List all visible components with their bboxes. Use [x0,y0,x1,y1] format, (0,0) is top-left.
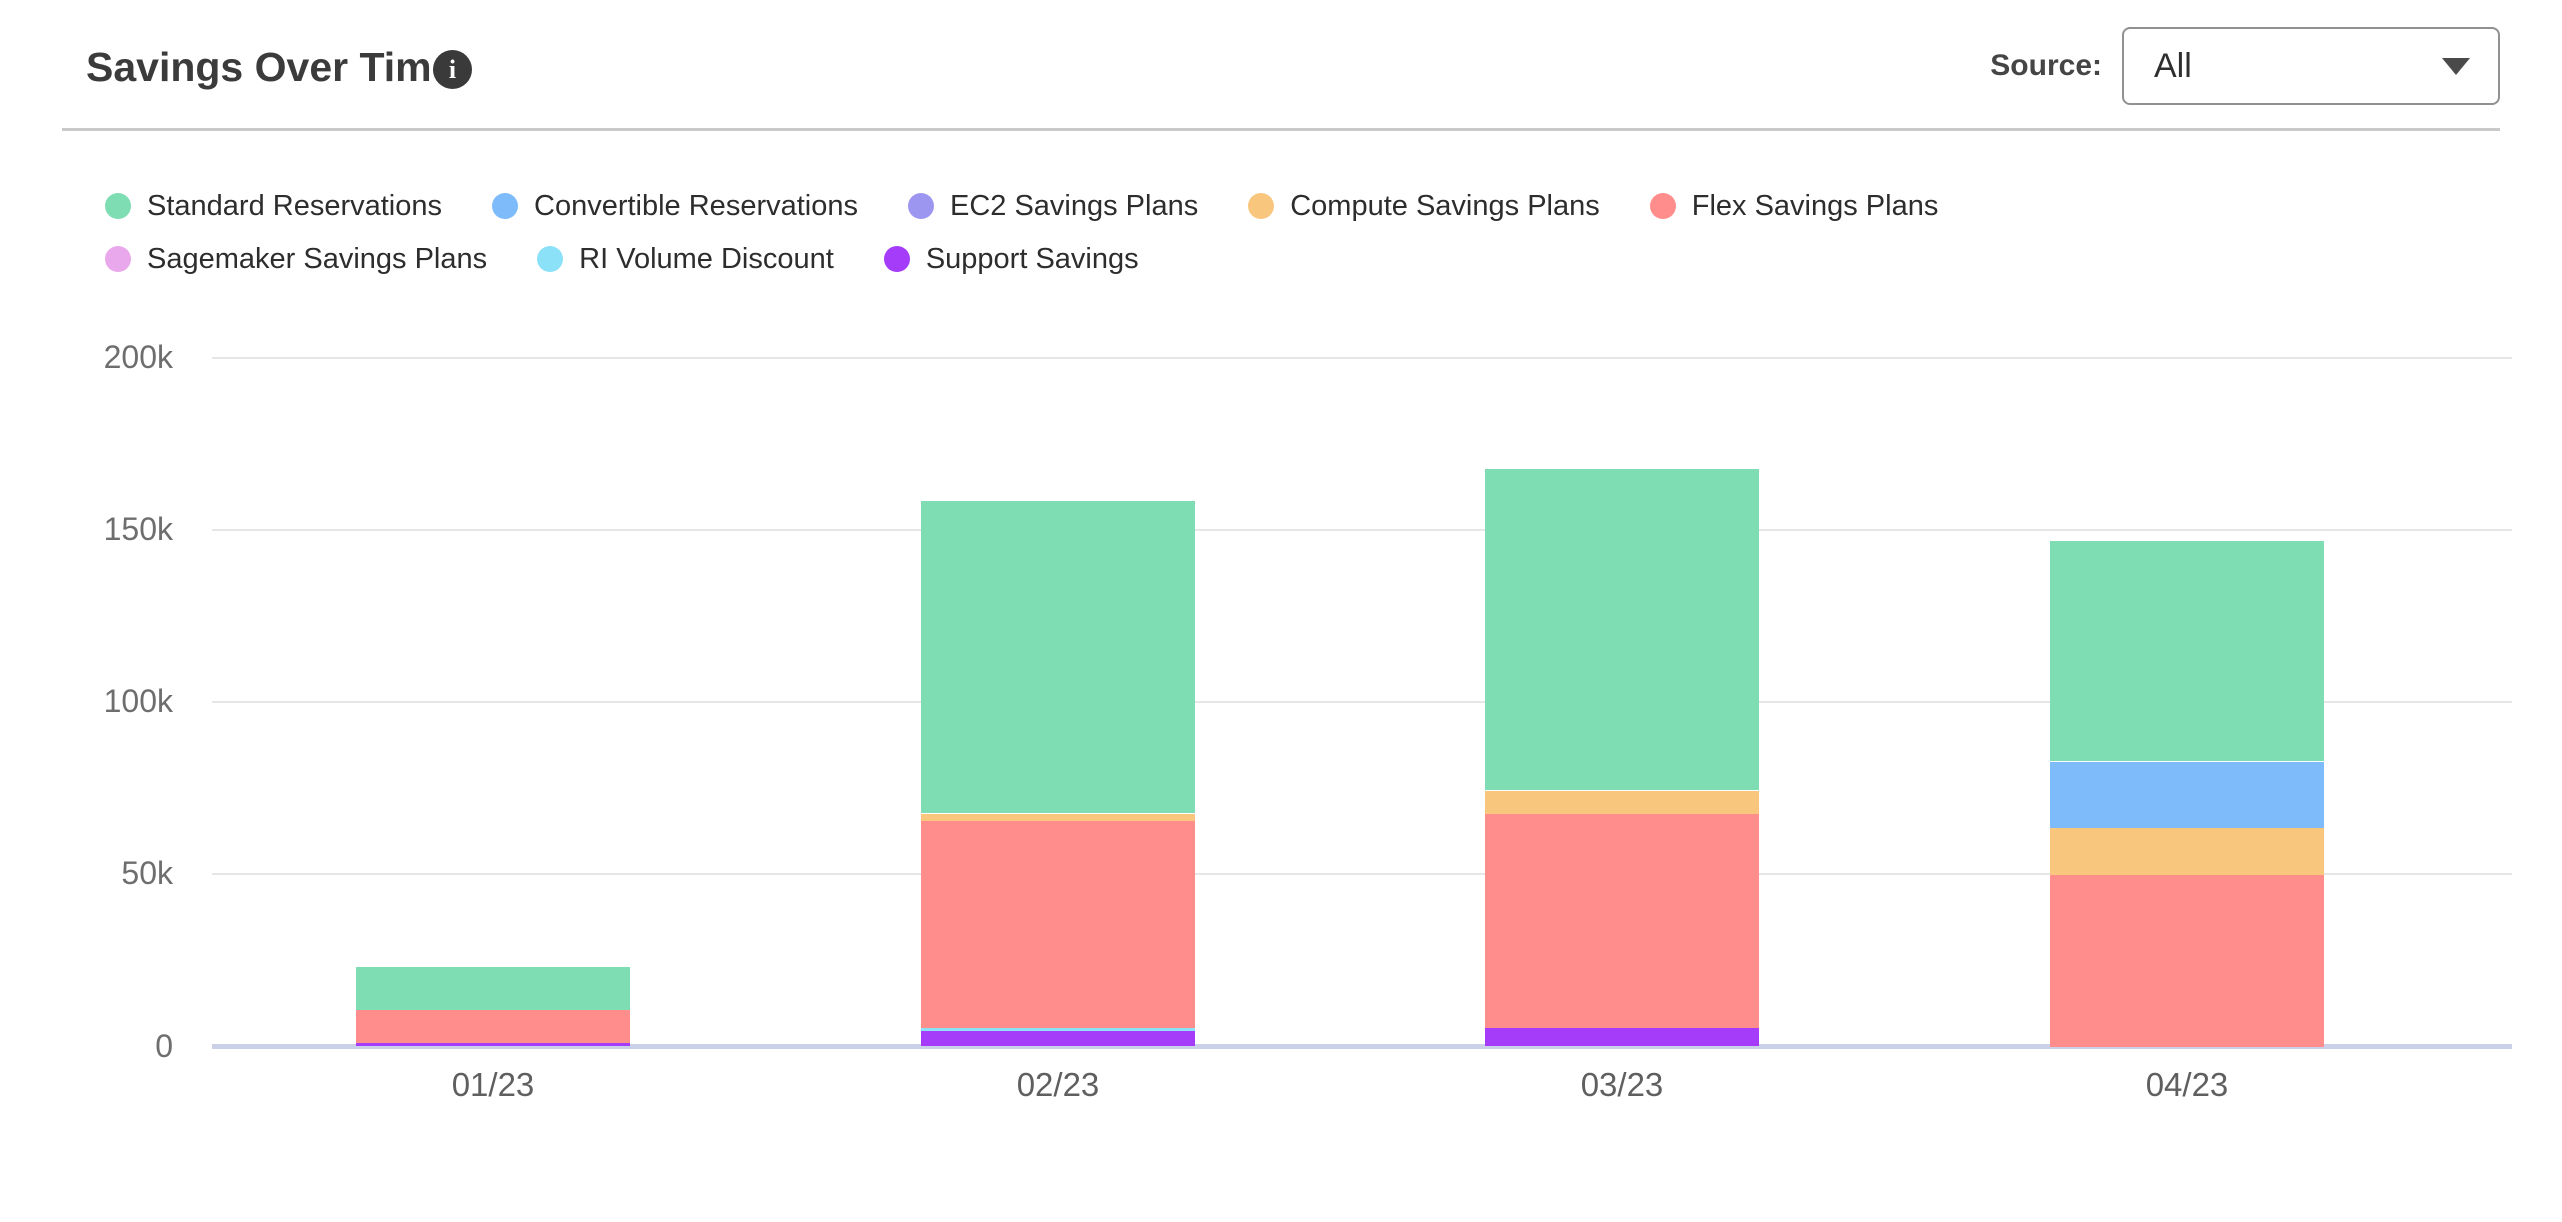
gridline [212,701,2512,703]
legend-item[interactable]: Flex Savings Plans [1649,186,1939,226]
legend-item[interactable]: Sagemaker Savings Plans [105,239,487,279]
legend-item[interactable]: Standard Reservations [105,186,442,226]
y-axis-tick-label: 200k [103,338,173,375]
legend-label: Standard Reservations [147,189,442,222]
gridline [212,528,2512,531]
legend-label: Sagemaker Savings Plans [147,242,488,275]
y-axis-tick-label: 50k [121,855,173,892]
legend-item[interactable]: Compute Savings Plans [1248,186,1600,226]
bar-segment[interactable] [921,813,1195,821]
legend-dot-icon [1649,193,1676,219]
bar-segment[interactable] [921,1027,1195,1031]
legend-label: Support Savings [925,242,1139,275]
bar-segment[interactable] [921,820,1195,1028]
legend-item[interactable]: EC2 Savings Plans [907,186,1199,226]
bar-segment[interactable] [1485,790,1759,814]
x-axis-tick-label: 02/23 [1016,1066,1100,1103]
bar-segment[interactable] [356,1009,630,1044]
source-dropdown-value: All [2154,46,2192,85]
legend-dot-icon [537,246,564,272]
bar-segment[interactable] [1485,469,1759,791]
legend-item[interactable]: RI Volume Discount [537,239,834,279]
legend-dot-icon [105,246,131,272]
legend-dot-icon [492,193,518,219]
bar-segment[interactable] [356,1043,630,1047]
legend-label: EC2 Savings Plans [949,189,1199,222]
bar-segment[interactable] [921,501,1195,814]
legend-label: RI Volume Discount [579,242,834,275]
source-label: Source: [1990,49,2102,82]
legend-dot-icon [907,193,934,219]
x-axis-baseline [212,1044,2512,1049]
legend-dot-icon [1248,193,1275,219]
x-axis-tick-label: 01/23 [451,1066,535,1103]
bar-segment[interactable] [1485,813,1759,1028]
chart-legend: Standard Reservations Convertible Reserva… [105,186,2265,279]
y-axis-tick-label: 150k [103,510,173,547]
bar-segment[interactable] [2050,874,2324,1047]
bar-segment[interactable] [921,1031,1195,1047]
bar-segment[interactable] [2050,541,2324,762]
bar-segment[interactable] [2050,828,2324,876]
legend-label: Convertible Reservations [534,189,858,222]
info-icon[interactable]: i [433,50,472,89]
legend-dot-icon [105,193,131,219]
source-control: Source: All [1990,27,2500,105]
y-axis-tick-label: 100k [103,683,173,719]
legend-item[interactable]: Support Savings [883,239,1139,279]
gridline [212,356,2512,359]
legend-dot-icon [883,246,910,272]
x-axis-tick-label: 04/23 [2145,1066,2229,1103]
bar-segment[interactable] [2050,761,2324,828]
y-axis-tick-label: 0 [155,1027,173,1064]
x-axis-tick-label: 03/23 [1580,1066,1664,1103]
legend-item[interactable]: Convertible Reservations [492,186,858,226]
header-divider [62,128,2500,131]
bar-segment[interactable] [356,966,630,1010]
legend-label: Compute Savings Plans [1290,189,1600,222]
chevron-down-icon [2442,57,2470,75]
source-dropdown[interactable]: All [2122,27,2500,105]
gridline [212,873,2512,876]
bar-segment[interactable] [1485,1028,1759,1047]
legend-label: Flex Savings Plans [1691,189,1939,222]
page-title: Savings Over Time [86,44,455,90]
